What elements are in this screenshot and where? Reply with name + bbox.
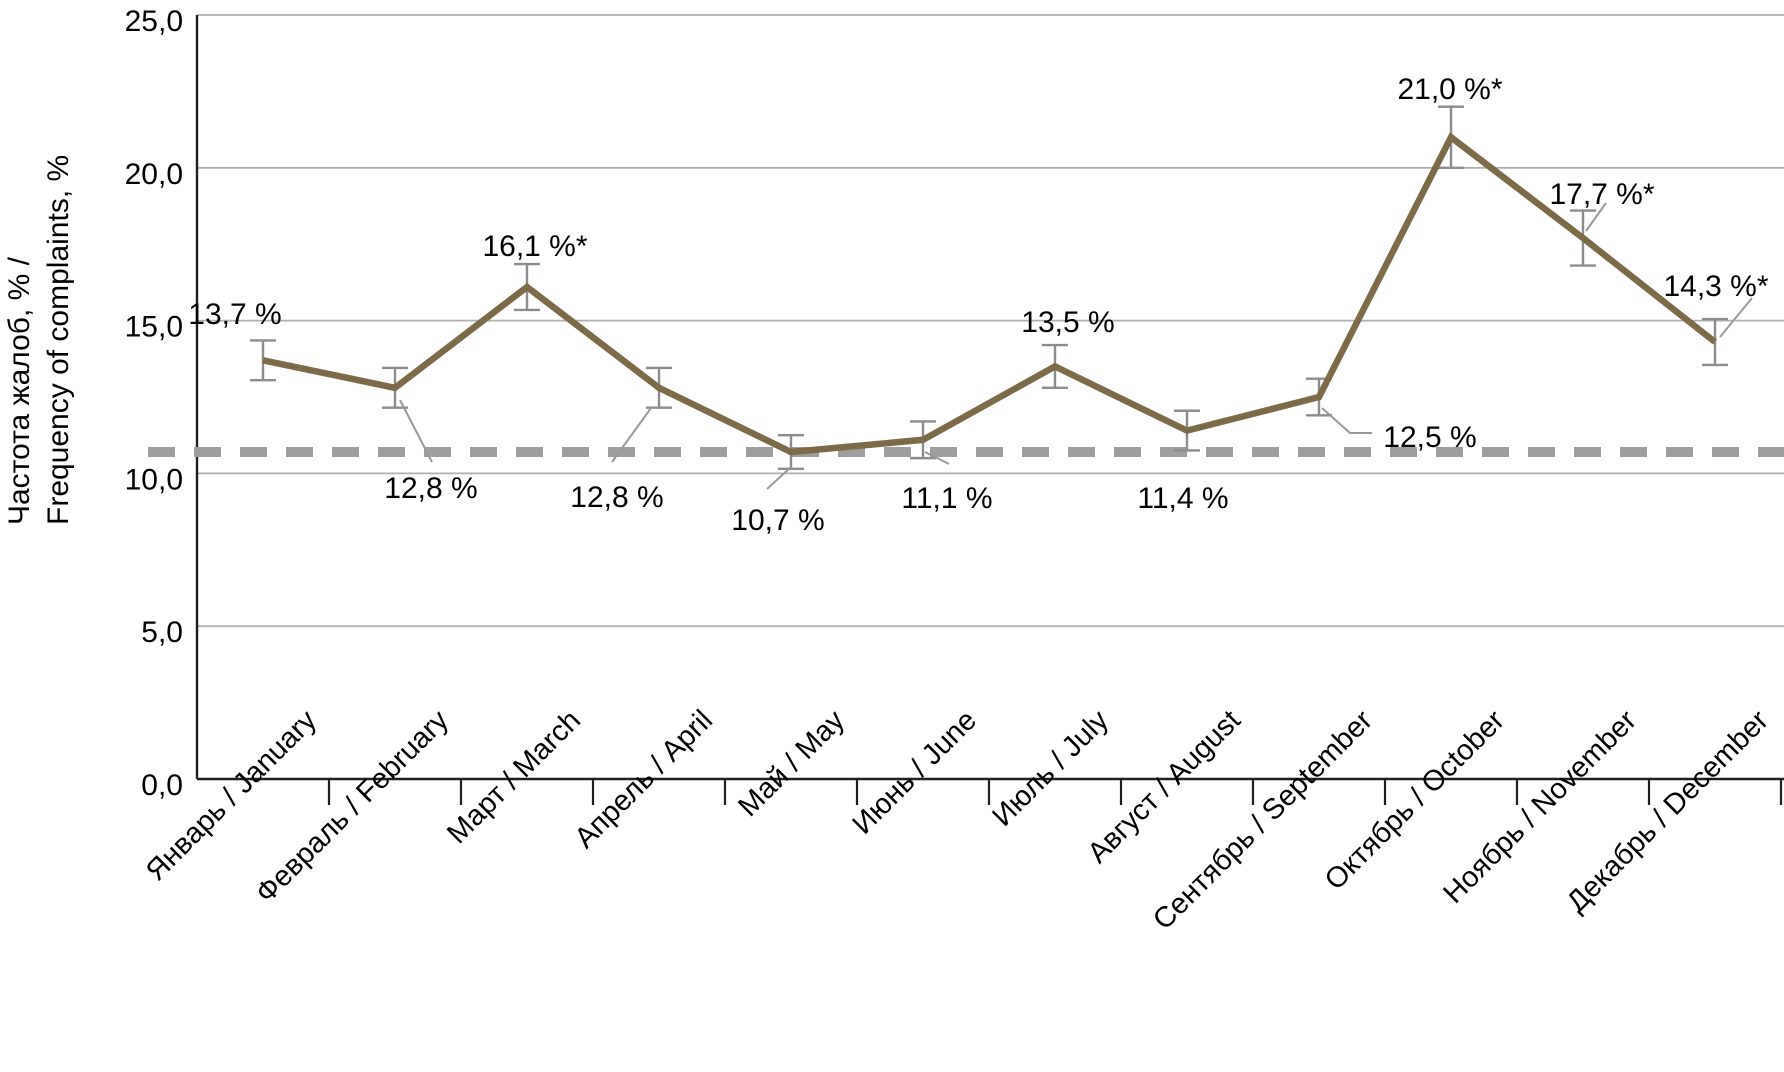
label-leader-line <box>611 407 652 463</box>
x-category-label: Июнь / June <box>847 704 983 840</box>
y-axis-title-line-ru: Частота жалоб, % / <box>3 256 36 525</box>
label-leader-line <box>766 466 792 490</box>
data-label: 11,1 % <box>901 482 992 515</box>
data-label: 21,0 %* <box>1397 73 1502 106</box>
series-line <box>262 132 1718 456</box>
data-label: 12,8 % <box>384 472 477 505</box>
y-tick-label: 15,0 <box>125 311 183 344</box>
x-category-label: Май / May <box>732 704 851 823</box>
x-category-label: Сентябрь / September <box>1147 704 1379 936</box>
y-axis-title-line-en: Frequency of complaints, % <box>42 154 75 525</box>
data-label: 14,3 %* <box>1663 270 1768 303</box>
data-label: 10,7 % <box>731 504 824 537</box>
label-leader-line <box>1321 407 1372 434</box>
label-leader-line <box>924 451 950 465</box>
y-tick-label: 10,0 <box>125 463 183 496</box>
data-label: 12,5 % <box>1383 421 1476 454</box>
data-label: 16,1 %* <box>482 230 587 263</box>
y-tick-label: 0,0 <box>141 769 183 802</box>
label-leader-line <box>399 399 433 463</box>
y-tick-label: 25,0 <box>125 5 183 38</box>
x-category-label: Июль / July <box>986 704 1115 833</box>
y-tick-label: 20,0 <box>125 158 183 191</box>
label-leader-line <box>1719 297 1753 338</box>
y-axis-title: Частота жалоб, % / Frequency of complain… <box>0 154 82 525</box>
data-label: 17,7 %* <box>1549 178 1654 211</box>
data-label: 12,8 % <box>570 481 663 514</box>
label-leader-line <box>1585 202 1607 232</box>
y-tick-label: 5,0 <box>141 616 183 649</box>
data-label: 13,7 % <box>188 298 281 331</box>
data-label: 13,5 % <box>1021 306 1114 339</box>
data-label: 11,4 % <box>1137 482 1228 515</box>
x-category-label: Март / March <box>441 704 587 850</box>
